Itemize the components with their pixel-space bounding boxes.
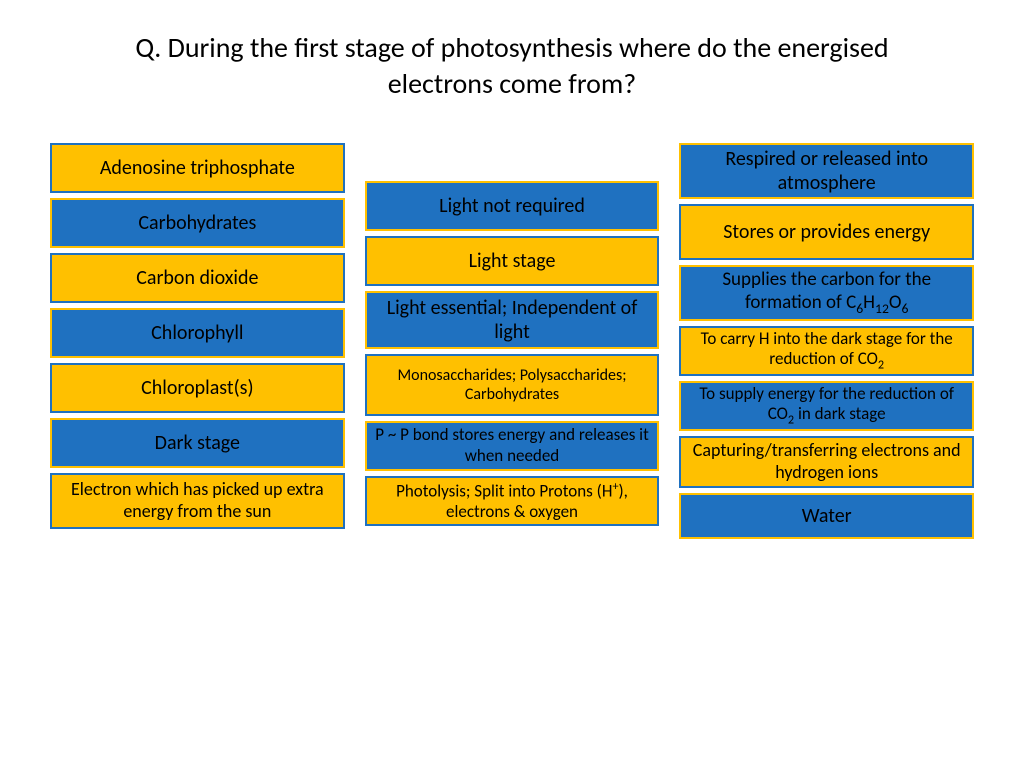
answer-box-label: Supplies the carbon for the formation of… xyxy=(689,269,964,317)
answer-box-label: To supply energy for the reduction of CO… xyxy=(689,384,964,428)
answer-box-label: Respired or released into atmosphere xyxy=(689,147,964,195)
answer-box-label: Light not required xyxy=(439,194,585,218)
answer-box[interactable]: Adenosine triphosphate xyxy=(50,143,345,193)
answer-box-label: Adenosine triphosphate xyxy=(100,156,295,180)
answer-box-label: Carbon dioxide xyxy=(136,266,258,290)
answer-box[interactable]: Carbohydrates xyxy=(50,198,345,248)
answer-box-label: To carry H into the dark stage for the r… xyxy=(689,329,964,373)
answer-box[interactable]: P ~ P bond stores energy and releases it… xyxy=(365,421,660,471)
column-3: Respired or released into atmosphere Stor… xyxy=(679,143,974,539)
answer-box[interactable]: Photolysis; Split into Protons (H+), ele… xyxy=(365,476,660,526)
answer-box-label: Capturing/transferring electrons and hyd… xyxy=(689,440,964,483)
answer-box-label: Monosaccharides; Polysaccharides; Carboh… xyxy=(375,366,650,404)
answer-box[interactable]: Light stage xyxy=(365,236,660,286)
question-title: Q. During the first stage of photosynthe… xyxy=(0,0,1024,123)
answer-box[interactable]: Respired or released into atmosphere xyxy=(679,143,974,199)
answer-box-label: Light essential; Independent of light xyxy=(375,296,650,344)
answer-box[interactable]: Capturing/transferring electrons and hyd… xyxy=(679,436,974,488)
answer-box[interactable]: Carbon dioxide xyxy=(50,253,345,303)
answer-box[interactable]: Light not required xyxy=(365,181,660,231)
answer-box-label: Chloroplast(s) xyxy=(141,376,253,400)
answer-box[interactable]: Dark stage xyxy=(50,418,345,468)
answer-box[interactable]: Stores or provides energy xyxy=(679,204,974,260)
answer-box[interactable]: Light essential; Independent of light xyxy=(365,291,660,349)
answer-box-label: Photolysis; Split into Protons (H+), ele… xyxy=(375,480,650,522)
answer-box[interactable]: To supply energy for the reduction of CO… xyxy=(679,381,974,431)
answer-box-label: Chlorophyll xyxy=(151,321,243,345)
answer-columns: Adenosine triphosphate Carbohydrates Carbo… xyxy=(0,123,1024,539)
answer-box-label: Water xyxy=(802,504,852,528)
answer-box[interactable]: Chlorophyll xyxy=(50,308,345,358)
answer-box[interactable]: Water xyxy=(679,493,974,539)
answer-box[interactable]: To carry H into the dark stage for the r… xyxy=(679,326,974,376)
column-1: Adenosine triphosphate Carbohydrates Carbo… xyxy=(50,143,345,539)
answer-box-label: Stores or provides energy xyxy=(723,220,930,244)
answer-box-label: P ~ P bond stores energy and releases it… xyxy=(375,425,650,466)
answer-box-label: Carbohydrates xyxy=(138,211,256,235)
answer-box[interactable]: Monosaccharides; Polysaccharides; Carboh… xyxy=(365,354,660,416)
answer-box[interactable]: Chloroplast(s) xyxy=(50,363,345,413)
column-2: Light not required Light stage Light essen… xyxy=(365,143,660,539)
answer-box[interactable]: Supplies the carbon for the formation of… xyxy=(679,265,974,321)
answer-box-label: Electron which has picked up extra energ… xyxy=(60,479,335,522)
answer-box[interactable]: Electron which has picked up extra energ… xyxy=(50,473,345,529)
answer-box-label: Dark stage xyxy=(155,431,240,455)
answer-box-label: Light stage xyxy=(469,249,556,273)
